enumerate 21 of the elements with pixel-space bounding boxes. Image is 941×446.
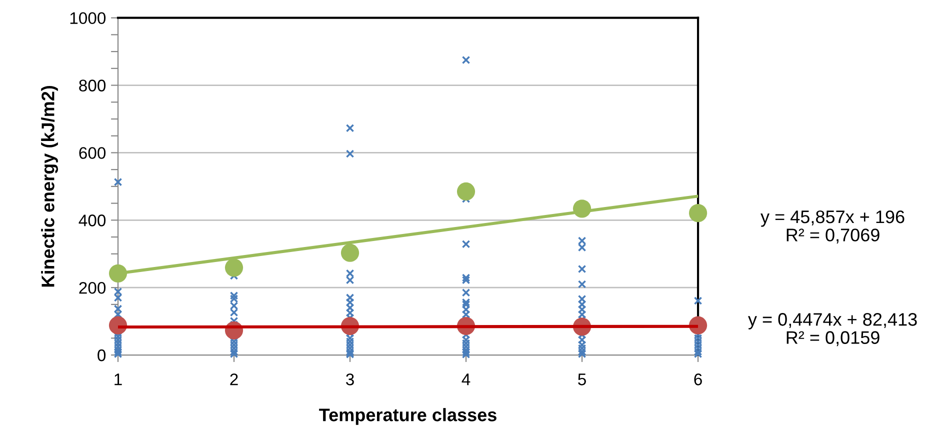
x-tick-label: 3: [346, 374, 354, 386]
x-tick-label: 6: [694, 374, 702, 386]
y-tick-label: 800: [79, 80, 106, 92]
y-tick-label: 400: [78, 214, 106, 226]
x-axis-title: Temperature classes: [319, 408, 496, 425]
y-tick-label: 1000: [70, 12, 106, 24]
point: [340, 244, 360, 262]
x-tick-label: 2: [230, 374, 238, 386]
y-tick-label: 600: [79, 147, 106, 159]
point: [456, 182, 476, 201]
x-tick-label: 4: [462, 374, 470, 386]
point: [224, 258, 244, 277]
text: y = 0,4474x + 82,413 R² = 0,0159: [748, 313, 917, 346]
y-axis-title: Kinectic energy (kJ/m2): [41, 86, 58, 287]
y-tick-label: 200: [79, 282, 106, 294]
x-tick-label: 5: [578, 374, 586, 386]
y-tick-label: 0: [98, 349, 106, 362]
point: [688, 204, 708, 222]
text: y = 45,857x + 196 R² = 0,7069: [760, 210, 904, 244]
x-tick-label: 1: [114, 374, 122, 386]
point: [108, 264, 128, 282]
